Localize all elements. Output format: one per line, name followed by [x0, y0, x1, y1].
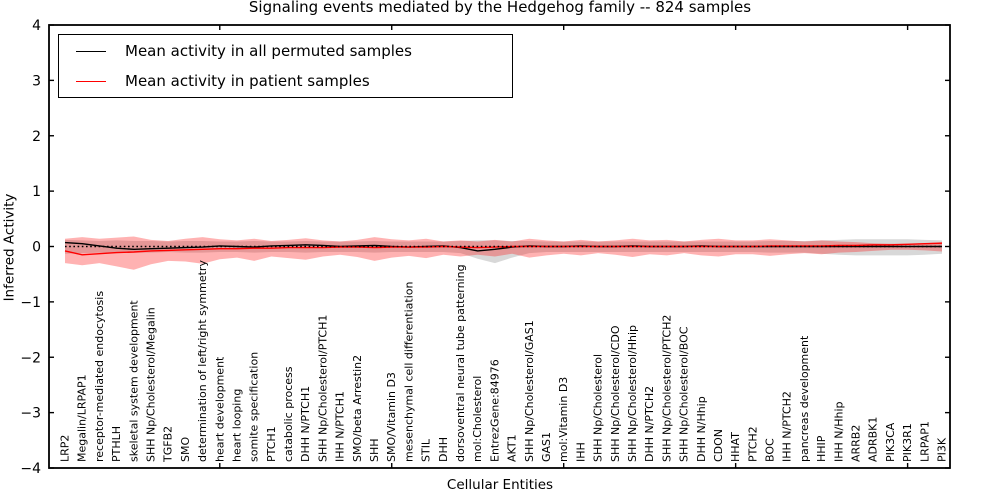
permuted-line-swatch — [76, 50, 106, 52]
x-tick-label: DHH — [437, 437, 450, 462]
legend-label-patient: Mean activity in patient samples — [125, 72, 370, 90]
x-tick-label: mol:Vitamin D3 — [557, 377, 570, 462]
chart-title: Signaling events mediated by the Hedgeho… — [248, 0, 752, 16]
y-tick-label: −1 — [20, 295, 41, 311]
legend-entry-permuted: Mean activity in all permuted samples — [59, 37, 512, 65]
y-tick-label: −3 — [20, 406, 41, 422]
x-axis-ticks — [219, 25, 909, 468]
x-tick-label: receptor-mediated endocytosis — [93, 291, 106, 462]
y-tick-label: 3 — [32, 73, 41, 89]
x-tick-label: SMO — [179, 437, 192, 462]
x-tick-label: SHH Np/Cholesterol/PTCH2 — [660, 315, 673, 462]
x-tick-label: LRP2 — [59, 435, 72, 462]
x-tick-label: catabolic process — [282, 366, 295, 462]
x-tick-label: PIK3CA — [884, 422, 897, 462]
x-tick-label: SHH Np/Cholesterol — [592, 354, 605, 462]
legend-label-permuted: Mean activity in all permuted samples — [125, 42, 412, 60]
y-tick-label: −4 — [20, 461, 41, 477]
x-tick-label: SHH Np/Cholesterol/PTCH1 — [316, 315, 329, 462]
y-tick-label: 4 — [32, 18, 41, 34]
x-tick-label: determination of left/right symmetry — [196, 260, 209, 462]
x-tick-label: dorsoventral neural tube patterning — [454, 264, 467, 462]
x-tick-label: SHH Np/Cholesterol/GAS1 — [523, 320, 536, 462]
x-tick-label: SHH Np/Cholesterol/BOC — [678, 326, 691, 462]
x-tick-label: DHH N/PTCH1 — [299, 386, 312, 462]
x-tick-label: PTHLH — [110, 426, 123, 462]
x-tick-label: SHH — [368, 438, 381, 462]
x-tick-label: pancreas development — [798, 335, 811, 462]
x-tick-label: IHH N/PTCH1 — [334, 391, 347, 462]
x-tick-label: GAS1 — [540, 432, 553, 462]
x-tick-label: SHH Np/Cholesterol/CDO — [609, 325, 622, 462]
y-tick-label: −2 — [20, 350, 41, 366]
x-tick-label: heart looping — [230, 389, 243, 462]
y-axis-ticks: 4 3 2 1 0 −1 −2 −3 −4 — [20, 18, 950, 477]
x-tick-label: mol:Cholesterol — [471, 376, 484, 462]
x-tick-label: HHIP — [815, 435, 828, 462]
x-tick-label: IHH — [574, 442, 587, 462]
x-tick-label: DHH N/Hhip — [695, 396, 708, 462]
x-tick-label: SHH Np/Cholesterol/Hhip — [626, 325, 639, 462]
x-tick-label: heart development — [213, 356, 226, 462]
x-tick-label: BOC — [764, 438, 777, 462]
x-tick-label: mesenchymal cell differentiation — [402, 281, 415, 462]
x-tick-label: TGFB2 — [162, 426, 175, 463]
x-tick-label: IHH N/PTCH2 — [781, 391, 794, 462]
x-tick-label: STIL — [420, 438, 433, 462]
y-tick-label: 1 — [32, 184, 41, 200]
y-tick-label: 2 — [32, 129, 41, 145]
x-tick-label: somite specification — [248, 352, 261, 462]
x-tick-label: PTCH2 — [746, 426, 759, 462]
legend-entry-patient: Mean activity in patient samples — [59, 67, 512, 95]
x-tick-label: EntrezGene:84976 — [488, 359, 501, 462]
y-axis-title: Inferred Activity — [1, 193, 18, 302]
x-axis-title: Cellular Entities — [446, 477, 554, 493]
x-tick-label: PIK3R1 — [901, 423, 914, 462]
x-tick-label: HHAT — [729, 432, 742, 462]
x-tick-label: SHH Np/Cholesterol/Megalin — [144, 307, 157, 462]
x-tick-label: DHH N/PTCH2 — [643, 386, 656, 462]
x-tick-label: SMO/Vitamin D3 — [385, 372, 398, 462]
legend-box: Mean activity in all permuted samples Me… — [58, 34, 513, 98]
patient-line-swatch — [76, 80, 106, 82]
x-tick-label: PTCH1 — [265, 426, 278, 462]
x-tick-label: LRPAP1 — [918, 421, 931, 462]
x-tick-label: ARRB2 — [850, 425, 863, 462]
x-tick-label: ADRBK1 — [867, 417, 880, 462]
x-tick-label: PI3K — [936, 437, 949, 462]
x-tick-labels: LRP2 Megalin/LRPAP1 receptor-mediated endo… — [59, 260, 949, 463]
x-tick-label: SMO/beta Arrestin2 — [351, 355, 364, 462]
x-tick-label: IHH N/Hhip — [832, 401, 845, 462]
x-tick-label: CDON — [712, 429, 725, 462]
x-tick-label: AKT1 — [506, 434, 519, 462]
x-tick-label: skeletal system development — [127, 300, 140, 462]
x-tick-label: Megalin/LRPAP1 — [76, 374, 89, 462]
y-tick-label: 0 — [32, 240, 41, 256]
